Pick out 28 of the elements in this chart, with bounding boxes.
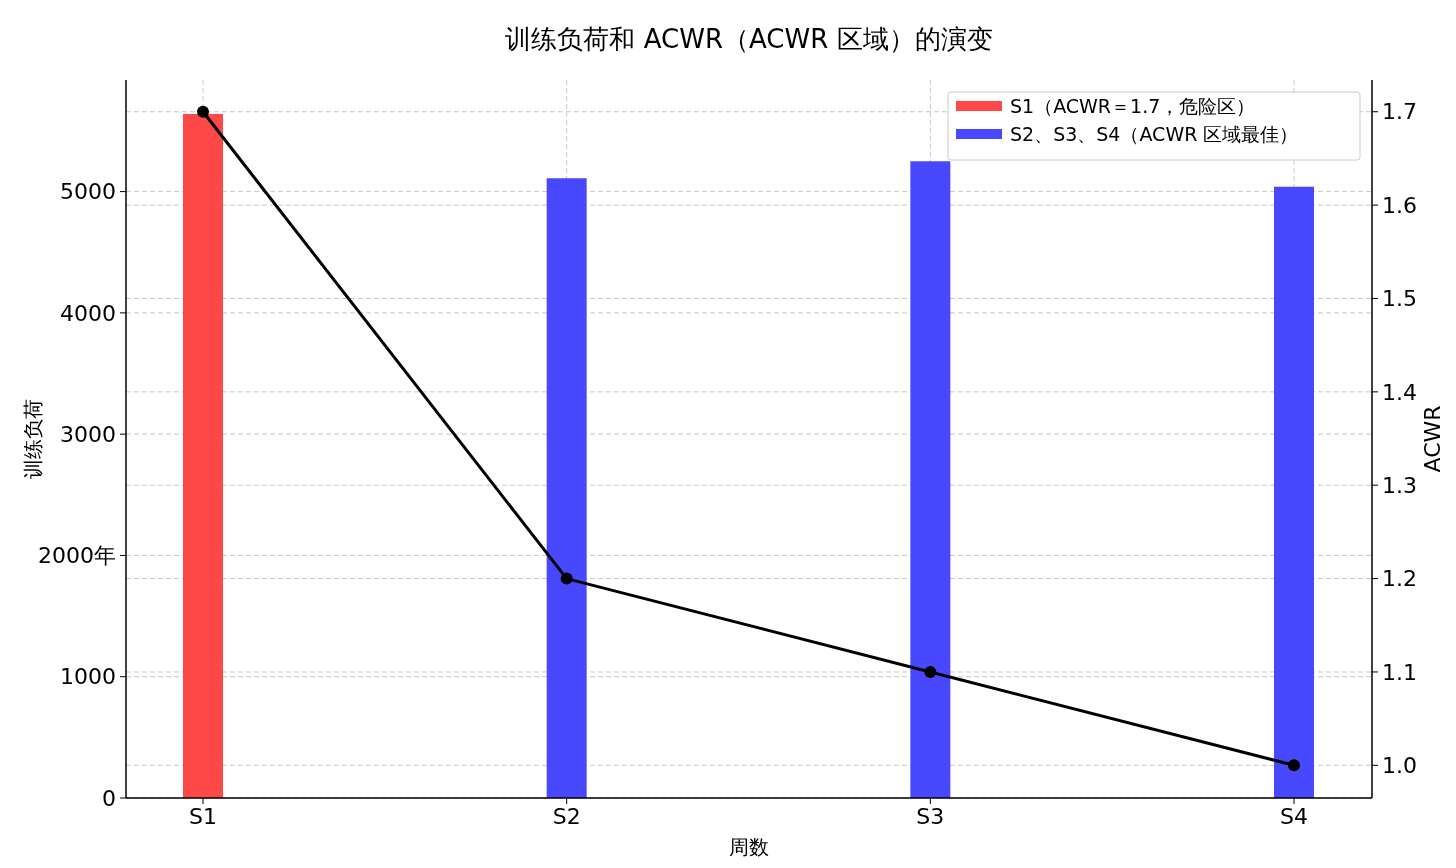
y2-tick-label: 1.1 xyxy=(1382,659,1417,685)
legend-label: S1（ACWR＝1.7，危险区） xyxy=(1010,94,1256,117)
y-tick-label: 0 xyxy=(102,785,116,811)
y-tick-label: 5000 xyxy=(60,179,116,205)
y-tick-label: 2000年 xyxy=(38,543,116,569)
point xyxy=(1288,759,1300,772)
chart-title: 训练负荷和 ACWR（ACWR 区域）的演变 xyxy=(505,24,993,54)
x-tick-label: S4 xyxy=(1280,804,1308,829)
point xyxy=(924,665,937,678)
y-tick-label: 3000 xyxy=(60,421,116,447)
x-tick-label: S2 xyxy=(552,804,581,829)
y2-tick-label: 1.6 xyxy=(1382,192,1417,218)
y2-tick-label: 1.5 xyxy=(1382,286,1417,312)
y2-tick-label: 1.7 xyxy=(1382,99,1417,125)
y2-tick-label: 1.3 xyxy=(1382,472,1417,498)
x-axis-title: 周数 xyxy=(729,835,769,859)
x-tick-label: S1 xyxy=(189,804,217,829)
legend-label: S2、S3、S4（ACWR 区域最佳） xyxy=(1010,122,1299,145)
x-tick-label: S3 xyxy=(916,804,945,829)
y2-tick-label: 1.4 xyxy=(1382,379,1417,405)
point xyxy=(560,572,573,585)
y2-axis-title: ACWR xyxy=(1420,405,1445,473)
y-tick-label: 4000 xyxy=(60,300,116,326)
y-axis-title: 训练负荷 xyxy=(21,399,45,479)
point xyxy=(197,105,209,118)
y2-tick-label: 1.2 xyxy=(1382,566,1417,592)
y2-tick-label: 1.0 xyxy=(1382,753,1417,779)
y-tick-label: 1000 xyxy=(60,664,116,690)
